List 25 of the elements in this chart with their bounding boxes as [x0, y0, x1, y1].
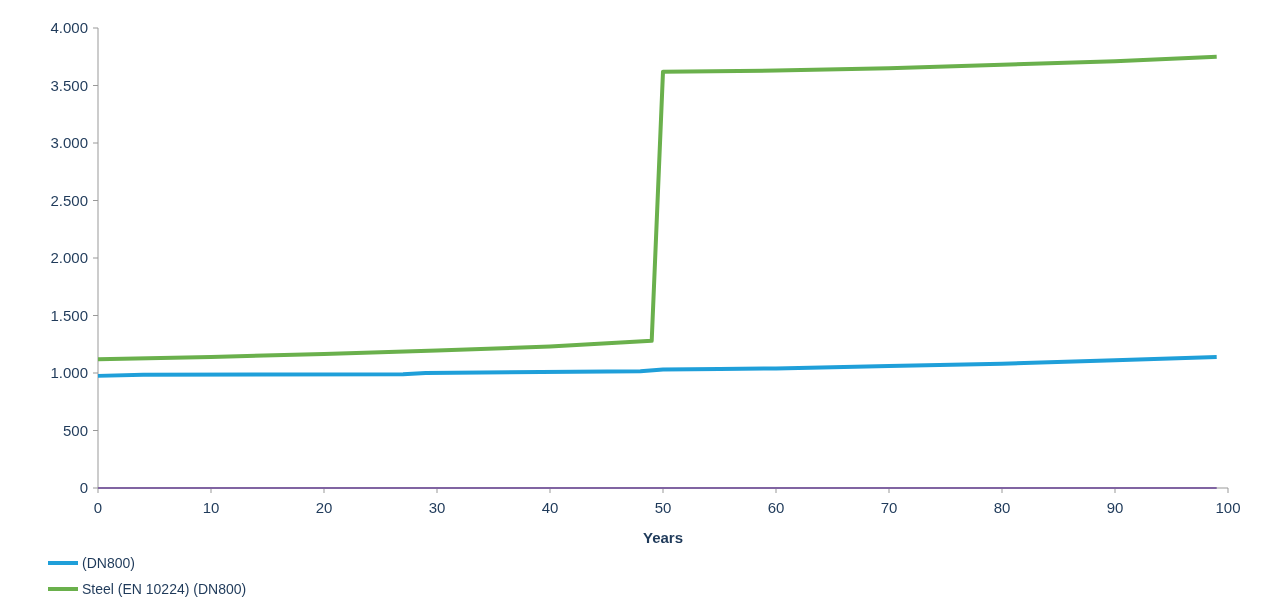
line-series: [96, 54, 1219, 362]
y-tick-label: 2.000: [50, 249, 88, 267]
y-tick-label: 2.500: [50, 191, 88, 209]
x-tick-label: 0: [93, 499, 103, 516]
x-tick-label: 20: [315, 499, 333, 516]
x-tick-label: 40: [541, 499, 559, 516]
x-axis-title: Years: [642, 529, 684, 546]
y-tick-label: 1.500: [50, 306, 88, 324]
y-tick-label: 500: [62, 421, 88, 439]
y-tick-label: 3.000: [50, 134, 88, 152]
y-tick-label: 1.000: [50, 364, 88, 382]
x-tick-label: 50: [654, 499, 672, 516]
x-tick-label: 10: [202, 499, 220, 516]
x-tick-label: 100: [1215, 499, 1241, 516]
y-tick-label: 0: [79, 479, 88, 497]
x-tick-label: 70: [880, 499, 898, 516]
y-tick-label: 3.500: [50, 76, 88, 94]
x-tick-label: 90: [1106, 499, 1124, 516]
y-tick-label: 4.000: [50, 19, 88, 37]
x-tick-label: 30: [428, 499, 446, 516]
x-tick-label: 80: [993, 499, 1011, 516]
legend-label: (DN800): [82, 554, 135, 571]
legend-label: Steel (EN 10224) (DN800): [82, 580, 247, 597]
line-series: [96, 354, 1219, 378]
x-tick-label: 60: [767, 499, 785, 516]
